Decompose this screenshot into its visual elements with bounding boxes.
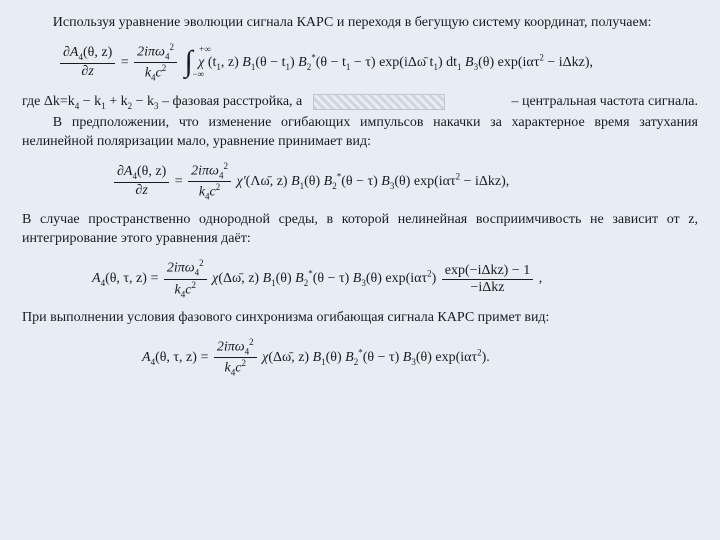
- equation-3: A4(θ, τ, z) = 2iπω42 k4c2 χ(Δω̄, z) B1(θ…: [92, 259, 698, 299]
- equation-1: ∂A4(θ, z) ∂z = 2iπω42 k4c2 +∞ ∫ −∞ χ (t1…: [58, 43, 698, 83]
- paragraph-3: В предположении, что изменение огибающих…: [22, 114, 698, 152]
- page-root: Используя уравнение эволюции сигнала КАР…: [0, 0, 720, 398]
- paragraph-4: В случае пространственно однородной сред…: [22, 211, 698, 249]
- paragraph-1: Используя уравнение эволюции сигнала КАР…: [22, 14, 698, 33]
- paragraph-5: При выполнении условия фазового синхрони…: [22, 309, 698, 328]
- equation-2: ∂A4(θ, z) ∂z = 2iπω42 k4c2 χ′(Λω̄, z) B1…: [112, 162, 698, 202]
- omega4-formula-image: [313, 94, 445, 110]
- equation-4: A4(θ, τ, z) = 2iπω42 k4c2 χ(Δω̄, z) B1(θ…: [142, 338, 698, 378]
- paragraph-2: где Δk=k4 − k1 + k2 − k3 – фазовая расст…: [22, 93, 698, 112]
